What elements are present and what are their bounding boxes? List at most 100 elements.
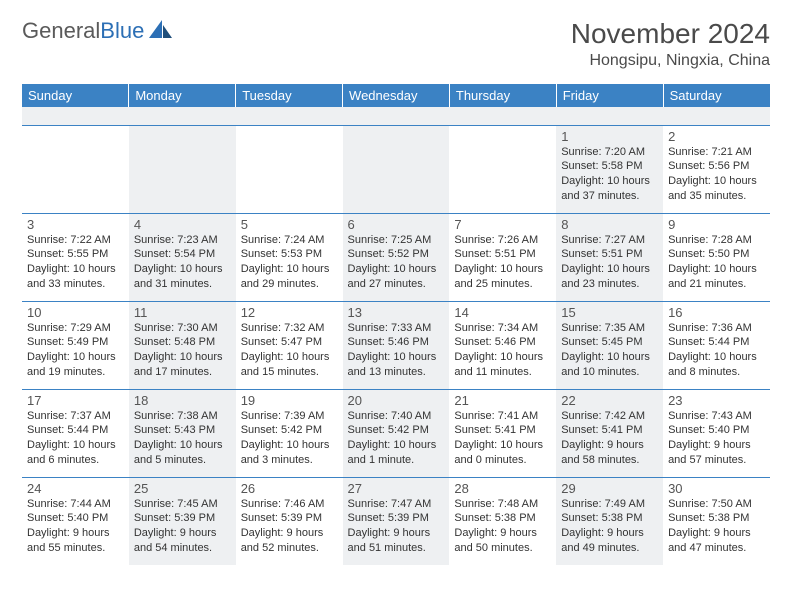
sunset-line: Sunset: 5:45 PM bbox=[561, 335, 658, 350]
brand-gray: General bbox=[22, 18, 100, 43]
day-number: 19 bbox=[241, 393, 338, 408]
calendar-cell: 14Sunrise: 7:34 AMSunset: 5:46 PMDayligh… bbox=[449, 301, 556, 389]
daylight-line: Daylight: 10 hours bbox=[561, 350, 658, 365]
day-number: 6 bbox=[348, 217, 445, 232]
calendar-week: 10Sunrise: 7:29 AMSunset: 5:49 PMDayligh… bbox=[22, 301, 770, 389]
day-number: 27 bbox=[348, 481, 445, 496]
sunset-line: Sunset: 5:39 PM bbox=[134, 511, 231, 526]
daylight-line: Daylight: 9 hours bbox=[27, 526, 124, 541]
sunrise-line: Sunrise: 7:47 AM bbox=[348, 497, 445, 512]
day-number: 2 bbox=[668, 129, 765, 144]
daylight-line: Daylight: 10 hours bbox=[241, 438, 338, 453]
day-number: 28 bbox=[454, 481, 551, 496]
sunset-line: Sunset: 5:38 PM bbox=[561, 511, 658, 526]
daylight-line: and 0 minutes. bbox=[454, 453, 551, 468]
calendar-cell: 1Sunrise: 7:20 AMSunset: 5:58 PMDaylight… bbox=[556, 125, 663, 213]
calendar-cell: 21Sunrise: 7:41 AMSunset: 5:41 PMDayligh… bbox=[449, 389, 556, 477]
sunrise-line: Sunrise: 7:28 AM bbox=[668, 233, 765, 248]
calendar-cell: 6Sunrise: 7:25 AMSunset: 5:52 PMDaylight… bbox=[343, 213, 450, 301]
daylight-line: and 49 minutes. bbox=[561, 541, 658, 556]
calendar-cell: 26Sunrise: 7:46 AMSunset: 5:39 PMDayligh… bbox=[236, 477, 343, 565]
day-number: 1 bbox=[561, 129, 658, 144]
day-header: Thursday bbox=[449, 84, 556, 107]
daylight-line: and 6 minutes. bbox=[27, 453, 124, 468]
sunset-line: Sunset: 5:48 PM bbox=[134, 335, 231, 350]
daylight-line: Daylight: 10 hours bbox=[348, 350, 445, 365]
spacer-cell bbox=[236, 107, 343, 125]
daylight-line: Daylight: 9 hours bbox=[668, 438, 765, 453]
sunrise-line: Sunrise: 7:50 AM bbox=[668, 497, 765, 512]
day-header: Tuesday bbox=[236, 84, 343, 107]
calendar-cell: 2Sunrise: 7:21 AMSunset: 5:56 PMDaylight… bbox=[663, 125, 770, 213]
daylight-line: and 52 minutes. bbox=[241, 541, 338, 556]
sunset-line: Sunset: 5:39 PM bbox=[348, 511, 445, 526]
daylight-line: and 19 minutes. bbox=[27, 365, 124, 380]
daylight-line: and 31 minutes. bbox=[134, 277, 231, 292]
daylight-line: Daylight: 10 hours bbox=[27, 350, 124, 365]
location-subtitle: Hongsipu, Ningxia, China bbox=[571, 52, 770, 70]
calendar-cell: 27Sunrise: 7:47 AMSunset: 5:39 PMDayligh… bbox=[343, 477, 450, 565]
daylight-line: Daylight: 9 hours bbox=[134, 526, 231, 541]
sunset-line: Sunset: 5:56 PM bbox=[668, 159, 765, 174]
day-number: 22 bbox=[561, 393, 658, 408]
daylight-line: and 1 minute. bbox=[348, 453, 445, 468]
sunrise-line: Sunrise: 7:20 AM bbox=[561, 145, 658, 160]
day-header: Sunday bbox=[22, 84, 129, 107]
daylight-line: and 50 minutes. bbox=[454, 541, 551, 556]
daylight-line: and 29 minutes. bbox=[241, 277, 338, 292]
day-number: 16 bbox=[668, 305, 765, 320]
calendar-cell: 3Sunrise: 7:22 AMSunset: 5:55 PMDaylight… bbox=[22, 213, 129, 301]
spacer-cell bbox=[556, 107, 663, 125]
calendar-cell: 8Sunrise: 7:27 AMSunset: 5:51 PMDaylight… bbox=[556, 213, 663, 301]
sunrise-line: Sunrise: 7:42 AM bbox=[561, 409, 658, 424]
daylight-line: and 37 minutes. bbox=[561, 189, 658, 204]
daylight-line: and 5 minutes. bbox=[134, 453, 231, 468]
daylight-line: and 55 minutes. bbox=[27, 541, 124, 556]
sunrise-line: Sunrise: 7:34 AM bbox=[454, 321, 551, 336]
day-number: 21 bbox=[454, 393, 551, 408]
day-number: 4 bbox=[134, 217, 231, 232]
spacer-cell bbox=[343, 107, 450, 125]
page-header: GeneralBlue November 2024 Hongsipu, Ning… bbox=[22, 18, 770, 70]
sunrise-line: Sunrise: 7:44 AM bbox=[27, 497, 124, 512]
daylight-line: and 58 minutes. bbox=[561, 453, 658, 468]
sunset-line: Sunset: 5:54 PM bbox=[134, 247, 231, 262]
calendar-cell: 24Sunrise: 7:44 AMSunset: 5:40 PMDayligh… bbox=[22, 477, 129, 565]
daylight-line: Daylight: 10 hours bbox=[134, 350, 231, 365]
day-number: 18 bbox=[134, 393, 231, 408]
day-number: 15 bbox=[561, 305, 658, 320]
sunset-line: Sunset: 5:41 PM bbox=[561, 423, 658, 438]
brand-logo: GeneralBlue bbox=[22, 18, 174, 44]
spacer-cell bbox=[449, 107, 556, 125]
calendar-cell: 28Sunrise: 7:48 AMSunset: 5:38 PMDayligh… bbox=[449, 477, 556, 565]
daylight-line: Daylight: 10 hours bbox=[454, 350, 551, 365]
calendar-cell bbox=[236, 125, 343, 213]
daylight-line: Daylight: 10 hours bbox=[454, 438, 551, 453]
sunrise-line: Sunrise: 7:23 AM bbox=[134, 233, 231, 248]
sunset-line: Sunset: 5:41 PM bbox=[454, 423, 551, 438]
sunrise-line: Sunrise: 7:32 AM bbox=[241, 321, 338, 336]
calendar-cell bbox=[449, 125, 556, 213]
sunrise-line: Sunrise: 7:27 AM bbox=[561, 233, 658, 248]
calendar-cell bbox=[22, 125, 129, 213]
sunset-line: Sunset: 5:51 PM bbox=[561, 247, 658, 262]
sunrise-line: Sunrise: 7:49 AM bbox=[561, 497, 658, 512]
sunrise-line: Sunrise: 7:33 AM bbox=[348, 321, 445, 336]
calendar-cell: 11Sunrise: 7:30 AMSunset: 5:48 PMDayligh… bbox=[129, 301, 236, 389]
day-header: Monday bbox=[129, 84, 236, 107]
calendar-cell: 19Sunrise: 7:39 AMSunset: 5:42 PMDayligh… bbox=[236, 389, 343, 477]
calendar-cell bbox=[343, 125, 450, 213]
calendar-cell: 5Sunrise: 7:24 AMSunset: 5:53 PMDaylight… bbox=[236, 213, 343, 301]
daylight-line: and 23 minutes. bbox=[561, 277, 658, 292]
daylight-line: Daylight: 10 hours bbox=[348, 262, 445, 277]
sunrise-line: Sunrise: 7:45 AM bbox=[134, 497, 231, 512]
daylight-line: and 21 minutes. bbox=[668, 277, 765, 292]
calendar-cell: 7Sunrise: 7:26 AMSunset: 5:51 PMDaylight… bbox=[449, 213, 556, 301]
daylight-line: and 15 minutes. bbox=[241, 365, 338, 380]
sunset-line: Sunset: 5:46 PM bbox=[348, 335, 445, 350]
daylight-line: Daylight: 10 hours bbox=[561, 262, 658, 277]
daylight-line: Daylight: 10 hours bbox=[668, 350, 765, 365]
calendar-week: 17Sunrise: 7:37 AMSunset: 5:44 PMDayligh… bbox=[22, 389, 770, 477]
daylight-line: Daylight: 10 hours bbox=[561, 174, 658, 189]
sunrise-line: Sunrise: 7:29 AM bbox=[27, 321, 124, 336]
